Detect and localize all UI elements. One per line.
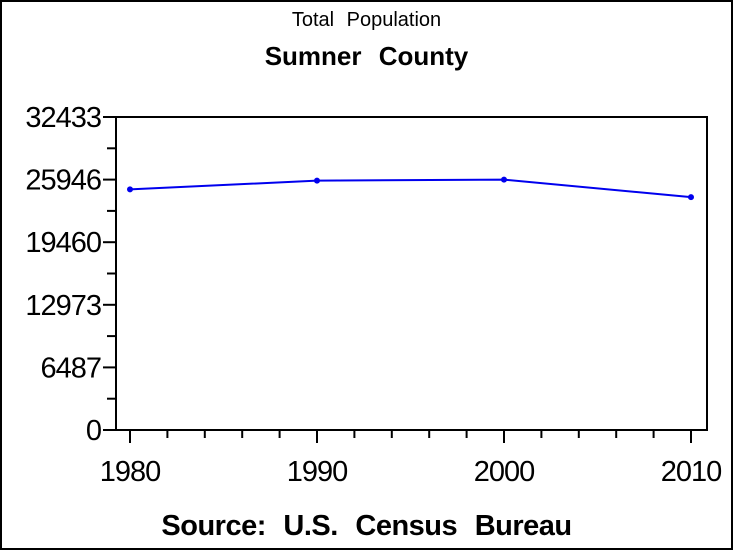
- data-point: [314, 177, 320, 184]
- plot-frame: [115, 116, 708, 431]
- chart-subtitle: Sumner County: [264, 41, 469, 71]
- y-tick-label: 32433: [25, 102, 101, 134]
- x-tick-label: 1990: [287, 456, 348, 488]
- source-footnote: Source: U.S. Census Bureau: [161, 510, 572, 542]
- y-tick-label: 12973: [25, 290, 101, 322]
- x-tick-label: 1980: [100, 456, 161, 488]
- population-trend-line: [129, 178, 692, 199]
- data-point: [127, 186, 133, 193]
- chart-title: Total Population: [291, 9, 442, 31]
- y-tick-label: 25946: [25, 165, 101, 197]
- x-tick-label: 2000: [474, 456, 535, 488]
- x-tick-label: 2010: [661, 456, 722, 488]
- y-tick-label: 6487: [40, 352, 101, 384]
- data-point: [688, 194, 694, 201]
- y-tick-label: 0: [86, 415, 101, 447]
- data-point: [501, 176, 507, 183]
- y-tick-label: 19460: [25, 227, 101, 259]
